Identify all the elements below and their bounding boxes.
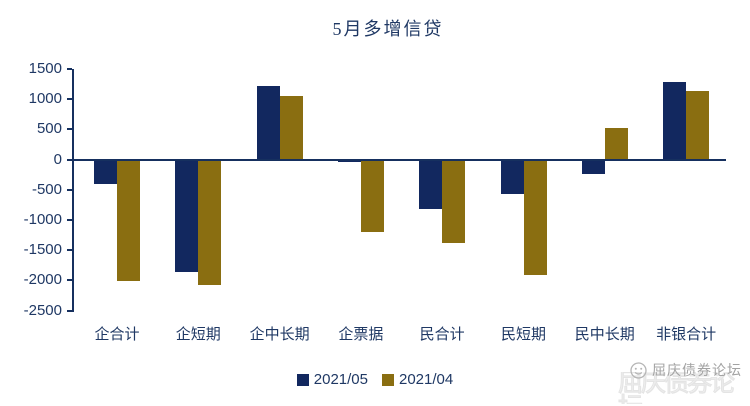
y-axis-tick bbox=[67, 68, 72, 70]
bar-2021/04 bbox=[117, 159, 140, 281]
y-axis-label: -500 bbox=[31, 180, 62, 198]
legend-swatch bbox=[382, 373, 394, 386]
y-axis-label: -2000 bbox=[23, 271, 62, 289]
bar-2021/05 bbox=[175, 159, 199, 272]
y-axis-line bbox=[72, 69, 74, 312]
bar-2021/04 bbox=[279, 95, 303, 160]
x-axis-category-label: 企票据 bbox=[338, 327, 384, 343]
bar-2021/04 bbox=[686, 91, 710, 160]
y-axis-label: 0 bbox=[53, 150, 62, 168]
bar-2021/05 bbox=[256, 85, 280, 160]
y-axis-tick bbox=[67, 128, 72, 131]
x-axis-line bbox=[72, 158, 726, 161]
chart-legend: 2021/05 2021/04 bbox=[0, 371, 750, 388]
y-axis-label: -2500 bbox=[23, 301, 62, 319]
y-axis-tick bbox=[67, 188, 72, 191]
bar-2021/04 bbox=[198, 159, 222, 286]
chart-title: 5月多增信贷 bbox=[332, 19, 444, 39]
legend-item: 2021/04 bbox=[382, 371, 453, 388]
y-axis-tick bbox=[67, 98, 72, 101]
x-axis-category-label: 企中长期 bbox=[249, 327, 310, 343]
y-axis-tick bbox=[67, 309, 72, 312]
x-axis-category-label: 企合计 bbox=[94, 327, 140, 343]
bar-2021/05 bbox=[663, 82, 687, 160]
bar-2021/04 bbox=[523, 159, 547, 276]
legend-label: 2021/05 bbox=[313, 371, 368, 388]
x-axis-category-label: 企短期 bbox=[175, 327, 221, 343]
y-axis-tick bbox=[67, 158, 72, 161]
y-axis-label: -1500 bbox=[23, 241, 62, 259]
x-axis-category-label: 民短期 bbox=[500, 327, 546, 343]
y-axis-label: 1500 bbox=[28, 60, 62, 77]
y-axis-tick bbox=[67, 218, 72, 221]
smiley-logo-icon bbox=[630, 361, 647, 379]
bar-2021/05 bbox=[94, 159, 117, 184]
y-axis-label: 500 bbox=[36, 120, 62, 138]
legend-item: 2021/05 bbox=[296, 371, 368, 388]
bar-2021/05 bbox=[500, 159, 524, 195]
y-axis-label: -1000 bbox=[23, 210, 62, 228]
bar-2021/05 bbox=[581, 159, 605, 174]
bar-2021/04 bbox=[604, 127, 628, 160]
watermark: 屈庆债券论坛 bbox=[630, 360, 742, 380]
bar-2021/05 bbox=[419, 159, 443, 209]
bar-2021/05 bbox=[337, 159, 361, 163]
bar-2021/04 bbox=[360, 159, 384, 232]
bar-2021/04 bbox=[442, 159, 466, 244]
x-axis-category-label: 民中长期 bbox=[574, 327, 635, 343]
y-axis-label: 1000 bbox=[28, 90, 62, 108]
watermark-text: 屈庆债券论坛 bbox=[652, 364, 742, 379]
legend-swatch bbox=[296, 373, 309, 386]
x-axis-category-label: 非银合计 bbox=[656, 327, 717, 343]
y-axis-tick bbox=[67, 249, 72, 252]
legend-label: 2021/04 bbox=[399, 371, 454, 388]
watermark-ghost-text: 屈庆债券论坛 bbox=[618, 372, 736, 404]
y-axis-tick bbox=[67, 279, 72, 282]
x-axis-category-label: 民合计 bbox=[419, 327, 465, 343]
